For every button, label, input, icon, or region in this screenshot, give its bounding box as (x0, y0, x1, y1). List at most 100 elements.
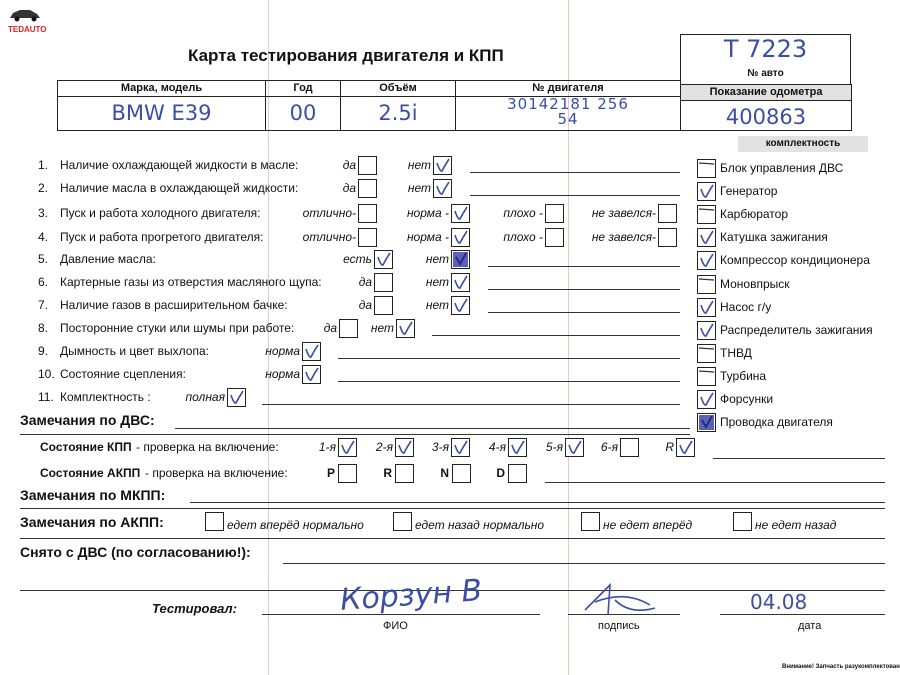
checkmark-icon (454, 298, 468, 312)
dash-icon (698, 162, 715, 165)
checkbox-4-1[interactable] (358, 228, 377, 247)
underline (720, 614, 885, 615)
checkbox-9-1[interactable] (302, 342, 321, 361)
checklist-label: Посторонние стуки или шумы при работе: (60, 321, 295, 335)
gear-checkbox[interactable] (508, 438, 527, 457)
table-header-cell: Марка, модель (57, 80, 266, 97)
completeness-item-label: ТНВД (720, 345, 752, 360)
underline (338, 381, 680, 382)
gear-label: 5-я (545, 440, 563, 454)
checkbox-7-1[interactable] (374, 296, 393, 315)
completeness-checkbox[interactable] (697, 228, 716, 248)
underline (20, 590, 885, 591)
checkbox-3-4[interactable] (658, 204, 677, 223)
gear-label: 3-я (431, 440, 449, 454)
gear-label: N (440, 466, 449, 480)
gear-checkbox[interactable] (451, 438, 470, 457)
gear-checkbox[interactable] (452, 464, 471, 483)
completeness-checkbox[interactable] (697, 205, 716, 225)
gear-checkbox[interactable] (338, 438, 357, 457)
checkbox-11-1[interactable] (227, 388, 246, 407)
completeness-checkbox[interactable] (697, 413, 716, 433)
checkmark-icon (700, 300, 714, 314)
checkbox-8-2[interactable] (396, 319, 415, 338)
checklist-label: Пуск и работа холодного двигателя: (60, 206, 261, 220)
option-label: плохо - (503, 230, 543, 244)
checkbox-2-1[interactable] (358, 179, 377, 198)
checkbox-1-1[interactable] (358, 156, 377, 175)
checkbox-3-1[interactable] (358, 204, 377, 223)
option-label: не завелся- (591, 230, 656, 244)
checkmark-icon (399, 321, 413, 335)
underline (488, 312, 680, 313)
auto-remark-checkbox[interactable] (393, 512, 412, 531)
completeness-checkbox[interactable] (697, 320, 716, 340)
paper-fold (268, 0, 269, 675)
auto-gearbox-suffix: - проверка на включение: (145, 466, 288, 480)
checkbox-6-2[interactable] (451, 273, 470, 292)
checkmark-icon (341, 440, 355, 454)
checkmark-icon (305, 367, 319, 381)
gear-checkbox[interactable] (338, 464, 357, 483)
completeness-checkbox[interactable] (697, 343, 716, 363)
option-label: норма (265, 344, 300, 358)
gear-label: P (326, 466, 335, 480)
checkbox-2-2[interactable] (433, 179, 452, 198)
completeness-checkbox[interactable] (697, 251, 716, 271)
option-label: нет (425, 275, 449, 289)
completeness-checkbox[interactable] (697, 182, 716, 202)
underline (470, 195, 680, 196)
checkbox-4-2[interactable] (451, 228, 470, 247)
completeness-checkbox[interactable] (697, 274, 716, 294)
gear-checkbox[interactable] (676, 438, 695, 457)
completeness-checkbox[interactable] (697, 366, 716, 386)
checkbox-6-1[interactable] (374, 273, 393, 292)
completeness-checkbox[interactable] (697, 159, 716, 178)
checkbox-8-1[interactable] (339, 319, 358, 338)
option-label: да (358, 275, 372, 289)
checkbox-7-2[interactable] (451, 296, 470, 315)
removed-label: Снято с ДВС (по согласованию!): (20, 544, 251, 560)
option-label: да (323, 321, 337, 335)
underline (545, 482, 885, 483)
checkmark-icon (454, 206, 468, 220)
underline (262, 404, 680, 405)
checkmark-icon (454, 440, 468, 454)
checkbox-1-2[interactable] (433, 156, 452, 175)
completeness-item-label: Распределитель зажигания (720, 322, 873, 337)
checkbox-5-2[interactable] (451, 250, 470, 269)
completeness-item-label: Блок управления ДВС (720, 161, 844, 175)
paper-fold (568, 0, 569, 675)
checkmark-icon (511, 440, 525, 454)
completeness-checkbox[interactable] (697, 297, 716, 317)
checkbox-4-3[interactable] (545, 228, 564, 247)
manual-gearbox-suffix: - проверка на включение: (136, 440, 279, 454)
checkbox-3-2[interactable] (451, 204, 470, 223)
option-label: не завелся- (591, 206, 656, 220)
gear-checkbox[interactable] (508, 464, 527, 483)
checkmark-icon (436, 158, 450, 172)
auto-remark-option-label: едет назад нормально (415, 518, 545, 532)
auto-remark-checkbox[interactable] (581, 512, 600, 531)
completeness-item-label: Катушка зажигания (720, 230, 828, 245)
gear-checkbox[interactable] (395, 438, 414, 457)
checkbox-10-1[interactable] (302, 365, 321, 384)
signature-label: подпись (598, 620, 640, 632)
gear-checkbox[interactable] (395, 464, 414, 483)
car-number-value: T 7223 (723, 35, 808, 63)
checkbox-5-1[interactable] (374, 250, 393, 269)
auto-remark-checkbox[interactable] (205, 512, 224, 531)
completeness-checkbox[interactable] (697, 390, 716, 409)
auto-remark-checkbox[interactable] (733, 512, 752, 531)
checklist-label: Наличие масла в охлаждающей жидкости: (60, 181, 299, 195)
checkbox-4-4[interactable] (658, 228, 677, 247)
gear-checkbox[interactable] (620, 438, 639, 457)
gear-checkbox[interactable] (565, 438, 584, 457)
checkmark-icon (700, 323, 714, 337)
checkmark-icon (700, 392, 714, 406)
checkmark-icon (568, 440, 582, 454)
checkbox-3-3[interactable] (545, 204, 564, 223)
checkmark-icon (305, 344, 319, 358)
gear-label: R (665, 440, 674, 454)
completeness-item-label: Карбюратор (720, 207, 789, 222)
